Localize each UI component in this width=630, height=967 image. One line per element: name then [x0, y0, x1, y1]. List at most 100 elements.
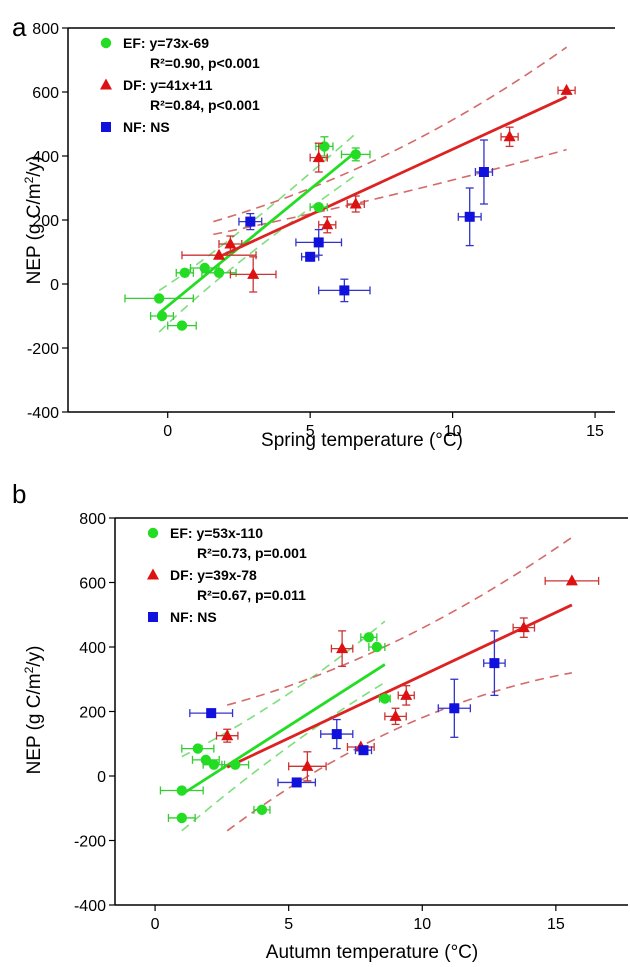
- ci-upper-df-b: [227, 536, 573, 706]
- legend-label-a: DF: y=41x+11: [123, 77, 213, 93]
- plot-area-b: -400 -200 0 200 400 600 800 0 5 10 15 EF: y=53x-110…: [74, 511, 628, 933]
- ci-upper-ef-a: [158, 132, 357, 292]
- x-axis-label-a: Spring temperature (°C): [261, 430, 463, 451]
- legend-stats-b: R²=0.67, p=0.011: [197, 587, 306, 603]
- point-ef-a: [176, 320, 188, 331]
- legend-stats-b: R²=0.73, p=0.001: [197, 545, 307, 561]
- x-axis-label-b: Autumn temperature (°C): [266, 942, 478, 963]
- x-tick-label-a: 0: [163, 423, 172, 440]
- point-ef-b: [176, 812, 187, 824]
- legend-label-b: DF: y=39x-78: [170, 567, 257, 583]
- y-tick-label-b: 800: [79, 511, 106, 528]
- point-ef-a: [350, 149, 361, 160]
- legend-label-b: EF: y=53x-110: [170, 525, 263, 541]
- point-ef-b: [379, 693, 391, 704]
- point-ef-a: [313, 202, 324, 213]
- fit-line-df-a: [218, 95, 568, 259]
- point-nf-b: [358, 745, 369, 756]
- point-df-a: [224, 237, 237, 249]
- x-tick-label-b: 0: [151, 916, 160, 933]
- point-nf-b: [331, 729, 342, 740]
- point-ef-b: [176, 785, 187, 796]
- y-axis-label-a: NEP (g C/m2/y): [22, 156, 45, 285]
- fit-line-df-b: [226, 603, 573, 769]
- ci-upper-ef-b: [181, 620, 386, 758]
- ci-lower-df-a: [213, 148, 567, 236]
- x-tick-label-b: 10: [413, 916, 431, 933]
- point-ef-a: [179, 267, 191, 278]
- ci-lower-df-b: [226, 672, 573, 832]
- point-ef-b: [256, 804, 268, 816]
- point-nf-b: [291, 777, 302, 788]
- panel-letter-b: b: [12, 479, 26, 509]
- point-nf-b: [449, 703, 460, 714]
- legend-label-a: NF: NS: [123, 119, 170, 135]
- legend-marker-nf-b: [148, 612, 158, 622]
- legend-marker-ef-a: [100, 37, 112, 49]
- x-tick-label-a: 5: [306, 423, 315, 440]
- y-tick-label-b: 200: [79, 705, 106, 722]
- y-tick-label-b: -200: [74, 834, 106, 851]
- panel-a: a NEP (g C/m2/y) Spring temperature (°C)…: [12, 12, 615, 451]
- legend-stats-a: R²=0.84, p<0.001: [150, 97, 260, 113]
- legend-marker-df-a: [100, 78, 112, 90]
- x-tick-label-b: 15: [547, 916, 565, 933]
- y-tick-label-a: 200: [32, 213, 59, 230]
- point-nf-a: [313, 237, 324, 248]
- legend-stats-a: R²=0.90, p<0.001: [150, 55, 260, 71]
- point-df-b: [400, 688, 413, 700]
- y-tick-label-b: -400: [74, 898, 106, 915]
- x-tick-label-a: 15: [586, 423, 604, 440]
- legend-marker-nf-a: [101, 122, 111, 132]
- legend-label-b: NF: NS: [170, 609, 217, 625]
- ci-lower-ef-b: [181, 681, 386, 832]
- legend-marker-df-b: [147, 568, 159, 580]
- point-ef-b: [371, 641, 383, 653]
- point-ef-a: [213, 267, 225, 278]
- point-df-a: [312, 151, 325, 163]
- point-nf-a: [464, 211, 475, 222]
- fit-line-ef-b: [181, 663, 386, 796]
- point-nf-b: [206, 708, 217, 719]
- point-df-b: [336, 642, 349, 654]
- y-tick-label-a: 400: [32, 149, 59, 166]
- y-axis-label-b: NEP (g C/m2/y): [22, 646, 45, 775]
- point-df-b: [221, 729, 234, 741]
- point-ef-b: [208, 759, 220, 770]
- point-ef-b: [230, 759, 241, 770]
- point-df-b: [301, 759, 314, 771]
- point-nf-a: [478, 167, 489, 177]
- point-nf-b: [489, 658, 500, 669]
- ci-lower-ef-a: [158, 174, 357, 333]
- y-tick-label-a: 800: [32, 21, 59, 38]
- y-tick-label-b: 600: [79, 576, 106, 593]
- point-ef-a: [156, 310, 168, 322]
- y-tick-label-b: 400: [79, 640, 106, 657]
- point-df-b: [389, 709, 402, 721]
- fit-line-ef-a: [158, 150, 357, 315]
- y-tick-label-a: 600: [32, 85, 59, 102]
- y-tick-label-b: 0: [97, 769, 106, 786]
- plot-area-a: -400 -200 0 200 400 600 800 0 5 10 15 EF: y=73x-69 R…: [27, 21, 615, 440]
- point-nf-a: [339, 285, 350, 296]
- point-df-a: [212, 248, 225, 260]
- point-df-b: [517, 621, 530, 633]
- point-nf-a: [245, 216, 256, 227]
- point-ef-a: [153, 293, 165, 304]
- y-tick-label-a: 0: [50, 277, 59, 294]
- point-ef-b: [363, 632, 375, 643]
- ci-upper-df-a: [213, 46, 568, 223]
- point-ef-a: [199, 262, 210, 274]
- point-df-b: [565, 574, 578, 586]
- point-df-a: [349, 197, 362, 209]
- point-df-a: [247, 267, 260, 279]
- y-tick-label-a: -400: [27, 405, 59, 422]
- point-df-a: [560, 83, 573, 95]
- legend-label-a: EF: y=73x-69: [123, 35, 209, 51]
- point-df-a: [321, 218, 334, 230]
- panel-letter-a: a: [12, 12, 27, 42]
- point-ef-b: [192, 743, 204, 754]
- y-tick-label-a: -200: [27, 341, 59, 358]
- x-tick-label-b: 5: [284, 916, 293, 933]
